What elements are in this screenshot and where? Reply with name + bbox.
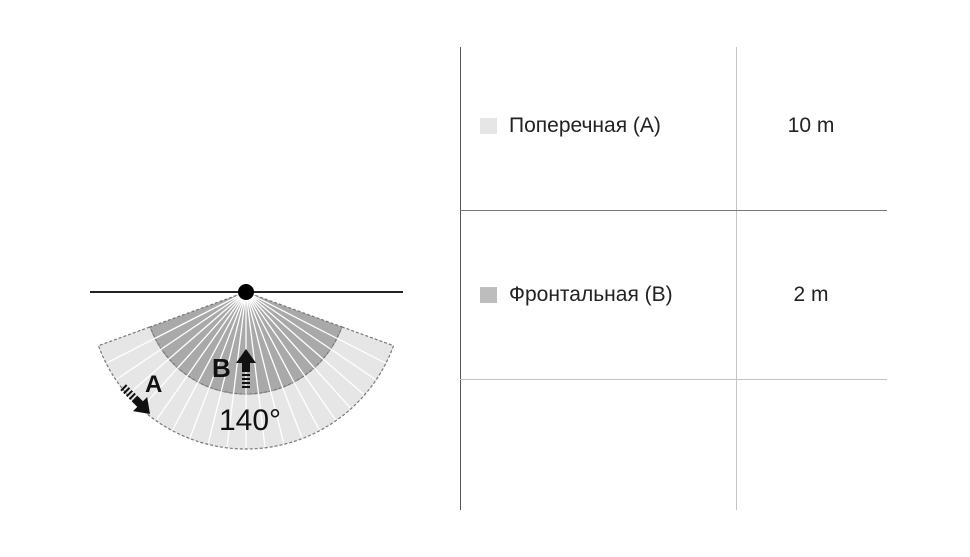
detection-zone-diagram: B A 140° xyxy=(90,284,403,450)
zone-a-swatch xyxy=(480,118,497,134)
detection-ray xyxy=(127,291,247,395)
table-row-label: Поперечная (A) xyxy=(480,114,661,138)
detection-ray xyxy=(245,291,266,447)
detection-ray xyxy=(155,291,247,421)
detection-ray xyxy=(189,291,247,438)
table-row-divider xyxy=(460,210,887,211)
sensor-dot xyxy=(238,284,254,300)
detection-ray xyxy=(245,291,285,444)
zone-a-label: Поперечная (A) xyxy=(509,114,661,137)
detection-ray xyxy=(141,291,247,409)
detection-ray xyxy=(226,291,247,447)
detection-ray xyxy=(245,291,376,380)
table-divider-left xyxy=(460,47,461,510)
detection-ray xyxy=(106,291,247,364)
detection-ray xyxy=(172,291,247,431)
zone-b-swatch xyxy=(480,287,497,303)
detection-ray xyxy=(245,291,320,431)
detection-ray xyxy=(245,291,337,421)
zone-b-letter: B xyxy=(212,353,231,383)
zone-b-label: Фронтальная (B) xyxy=(509,283,673,306)
table-row-divider xyxy=(460,379,887,380)
table-divider-middle xyxy=(736,47,737,510)
detection-ray xyxy=(245,291,351,409)
zone-a-range: 10 m xyxy=(787,114,835,137)
detection-rays xyxy=(106,291,386,448)
angle-label: 140° xyxy=(219,404,281,437)
zone-a-letter: A xyxy=(145,371,162,398)
detection-ray xyxy=(245,291,386,364)
zone-a-sector xyxy=(97,326,395,450)
detection-ray xyxy=(116,291,247,380)
table-row-label: Фронтальная (B) xyxy=(480,283,673,307)
detection-ray xyxy=(245,291,303,438)
detection-ray xyxy=(245,291,365,395)
arrow-a-icon xyxy=(120,384,150,414)
arrow-b-icon xyxy=(236,349,256,388)
zone-b-range: 2 m xyxy=(793,283,829,306)
detection-ray xyxy=(207,291,247,444)
